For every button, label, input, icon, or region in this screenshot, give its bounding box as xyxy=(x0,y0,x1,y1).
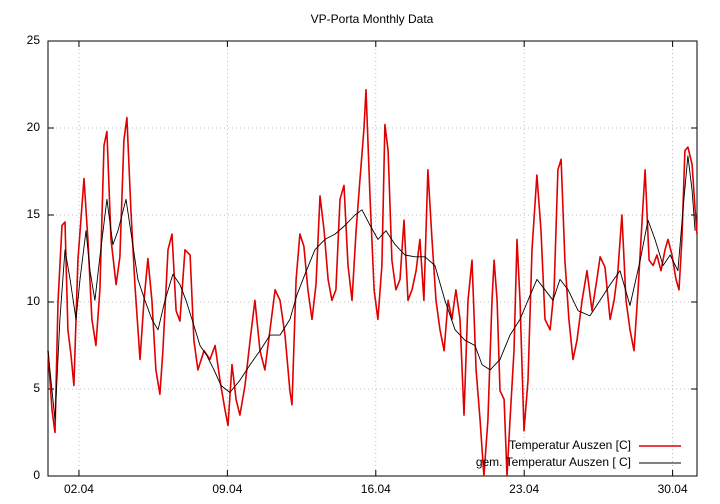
x-tick-label: 30.04 xyxy=(658,482,688,496)
legend-label: gem. Temperatur Auszen [ C] xyxy=(476,455,631,469)
x-tick-label: 09.04 xyxy=(212,482,242,496)
x-tick-label: 23.04 xyxy=(509,482,539,496)
y-tick-label: 25 xyxy=(27,33,41,47)
y-tick-label: 0 xyxy=(33,468,40,482)
legend-label: Temperatur Auszen [C] xyxy=(509,438,631,452)
y-tick-label: 5 xyxy=(33,381,40,395)
x-tick-label: 16.04 xyxy=(361,482,391,496)
series-line xyxy=(47,88,698,477)
plot-frame xyxy=(47,40,698,477)
series-line xyxy=(47,155,696,421)
y-tick-label: 10 xyxy=(27,294,41,308)
y-tick-label: 20 xyxy=(27,120,41,134)
chart-title: VP-Porta Monthly Data xyxy=(311,12,434,26)
y-tick-label: 15 xyxy=(27,207,41,221)
x-tick-label: 02.04 xyxy=(64,482,94,496)
